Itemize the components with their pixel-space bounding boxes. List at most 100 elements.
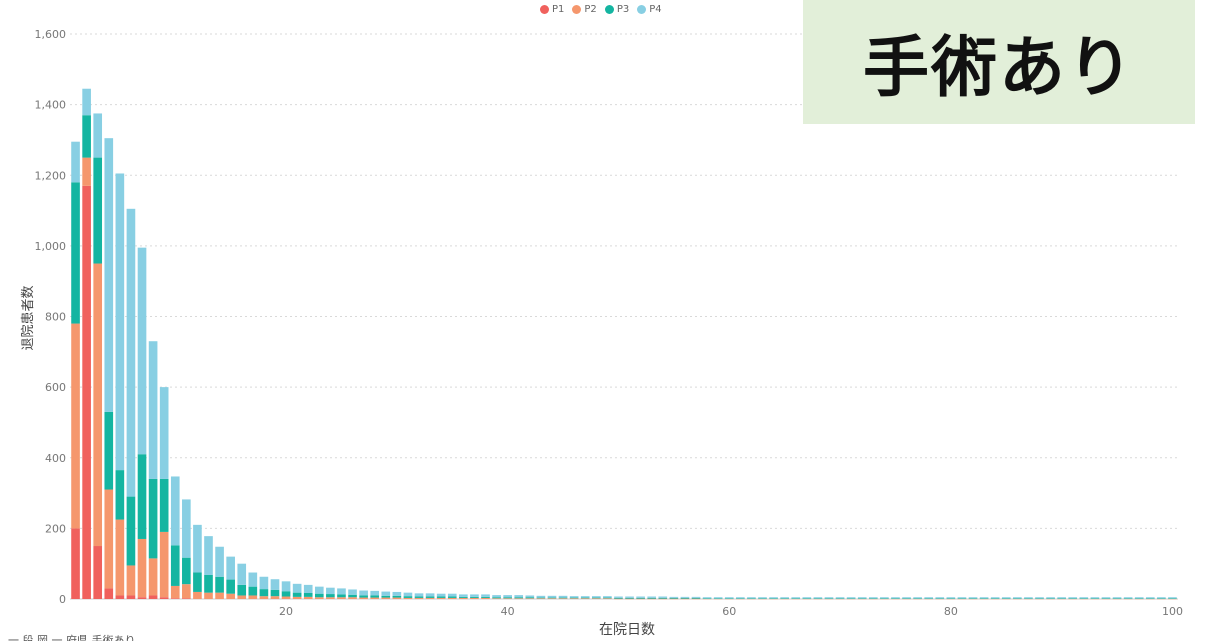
bar-segment-p3[interactable]: [758, 598, 767, 599]
bar-segment-p3[interactable]: [215, 576, 224, 593]
bar-segment-p3[interactable]: [403, 596, 413, 598]
bar-segment-p2[interactable]: [724, 598, 734, 600]
bar-segment-p3[interactable]: [525, 597, 535, 599]
legend-item-p1[interactable]: P1: [540, 4, 564, 15]
bar-segment-p2[interactable]: [736, 598, 745, 600]
bar-segment-p3[interactable]: [170, 545, 180, 586]
bar-segment-p4[interactable]: [193, 524, 202, 573]
bar-segment-p4[interactable]: [1079, 597, 1089, 599]
bar-segment-p4[interactable]: [636, 596, 645, 598]
bar-segment-p3[interactable]: [292, 592, 302, 597]
bar-segment-p2[interactable]: [447, 597, 457, 599]
bar-segment-p4[interactable]: [281, 581, 291, 592]
bar-segment-p3[interactable]: [481, 596, 490, 598]
bar-segment-p2[interactable]: [104, 489, 114, 589]
bar-segment-p4[interactable]: [935, 597, 945, 599]
bar-segment-p2[interactable]: [514, 598, 524, 599]
bar-segment-p4[interactable]: [226, 556, 235, 580]
bar-segment-p3[interactable]: [990, 598, 1000, 599]
bar-segment-p4[interactable]: [104, 138, 114, 412]
bar-segment-p2[interactable]: [802, 598, 812, 600]
bar-segment-p2[interactable]: [813, 598, 823, 600]
bar-segment-p3[interactable]: [259, 589, 269, 597]
bar-segment-p2[interactable]: [1001, 598, 1011, 600]
bar-segment-p4[interactable]: [459, 594, 468, 597]
bar-segment-p2[interactable]: [758, 598, 767, 600]
bar-segment-p4[interactable]: [913, 597, 922, 599]
bar-segment-p3[interactable]: [791, 598, 801, 599]
bar-segment-p4[interactable]: [1068, 597, 1078, 599]
bar-segment-p3[interactable]: [569, 597, 579, 599]
bar-segment-p4[interactable]: [1101, 597, 1111, 599]
bar-segment-p3[interactable]: [1035, 598, 1044, 599]
bar-segment-p2[interactable]: [425, 597, 435, 599]
bar-segment-p3[interactable]: [946, 598, 956, 599]
bar-segment-p4[interactable]: [492, 595, 501, 598]
bar-segment-p2[interactable]: [902, 598, 911, 600]
bar-segment-p3[interactable]: [1168, 598, 1177, 599]
bar-segment-p3[interactable]: [913, 598, 922, 599]
bar-segment-p3[interactable]: [547, 597, 557, 599]
bar-segment-p4[interactable]: [481, 594, 490, 597]
bar-segment-p3[interactable]: [425, 596, 435, 598]
bar-segment-p3[interactable]: [957, 598, 967, 599]
bar-segment-p2[interactable]: [492, 598, 501, 599]
bar-segment-p3[interactable]: [148, 478, 158, 559]
bar-segment-p3[interactable]: [780, 598, 789, 599]
bar-segment-p3[interactable]: [348, 594, 357, 598]
bar-segment-p3[interactable]: [392, 595, 402, 598]
bar-segment-p1[interactable]: [170, 598, 180, 599]
bar-segment-p4[interactable]: [880, 597, 889, 599]
bar-segment-p2[interactable]: [702, 598, 712, 600]
bar-segment-p3[interactable]: [736, 598, 745, 599]
legend-item-p2[interactable]: P2: [572, 4, 597, 15]
bar-segment-p3[interactable]: [658, 597, 668, 599]
bar-segment-p2[interactable]: [846, 598, 856, 600]
bar-segment-p4[interactable]: [747, 597, 756, 599]
bar-segment-p3[interactable]: [1001, 598, 1011, 599]
bar-segment-p2[interactable]: [769, 598, 778, 600]
bar-segment-p2[interactable]: [281, 596, 291, 599]
bar-segment-p3[interactable]: [370, 595, 380, 598]
bar-segment-p1[interactable]: [148, 595, 158, 599]
bar-segment-p4[interactable]: [248, 572, 258, 587]
bar-segment-p3[interactable]: [1068, 598, 1078, 599]
bar-segment-p4[interactable]: [990, 597, 1000, 599]
bar-segment-p2[interactable]: [1057, 598, 1066, 600]
bar-segment-p3[interactable]: [636, 597, 645, 599]
bar-segment-p2[interactable]: [204, 592, 213, 599]
bar-segment-p3[interactable]: [226, 579, 235, 594]
bar-segment-p2[interactable]: [990, 598, 1000, 600]
bar-segment-p3[interactable]: [104, 411, 114, 490]
bar-segment-p4[interactable]: [159, 387, 169, 479]
bar-segment-p2[interactable]: [1123, 598, 1133, 600]
bar-segment-p3[interactable]: [115, 470, 125, 520]
bar-segment-p3[interactable]: [614, 597, 623, 599]
bar-segment-p2[interactable]: [614, 598, 623, 600]
bar-segment-p3[interactable]: [503, 597, 512, 599]
bar-segment-p3[interactable]: [270, 589, 280, 597]
bar-segment-p3[interactable]: [459, 596, 468, 598]
bar-segment-p4[interactable]: [436, 593, 446, 597]
bar-segment-p4[interactable]: [891, 597, 900, 599]
legend-item-p3[interactable]: P3: [604, 4, 629, 15]
bar-segment-p2[interactable]: [159, 531, 169, 598]
bar-segment-p1[interactable]: [159, 597, 169, 599]
bar-segment-p4[interactable]: [337, 588, 346, 595]
bar-segment-p3[interactable]: [447, 596, 457, 598]
bar-segment-p2[interactable]: [880, 598, 889, 600]
bar-segment-p4[interactable]: [148, 341, 158, 479]
bar-segment-p3[interactable]: [536, 597, 546, 599]
bar-segment-p1[interactable]: [71, 528, 80, 600]
bar-segment-p2[interactable]: [1090, 598, 1100, 600]
bar-segment-p1[interactable]: [104, 588, 114, 599]
bar-segment-p3[interactable]: [924, 598, 934, 599]
bar-segment-p4[interactable]: [525, 595, 535, 598]
bar-segment-p2[interactable]: [337, 597, 346, 599]
bar-segment-p2[interactable]: [580, 598, 590, 599]
bar-segment-p4[interactable]: [691, 596, 701, 598]
bar-segment-p2[interactable]: [1112, 598, 1122, 600]
bar-segment-p4[interactable]: [802, 597, 812, 599]
bar-segment-p3[interactable]: [1157, 598, 1166, 599]
bar-segment-p2[interactable]: [126, 565, 136, 596]
